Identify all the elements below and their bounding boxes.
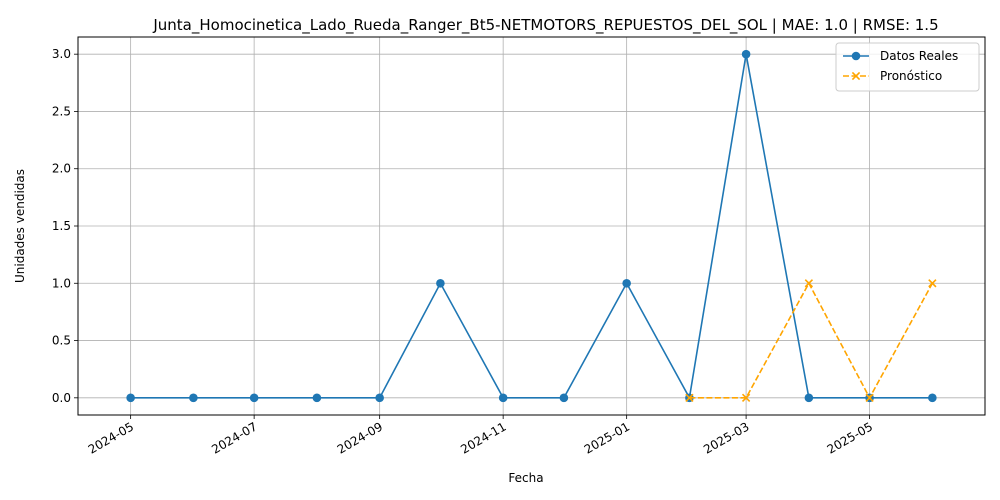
series-1-point bbox=[498, 393, 508, 403]
x-tick-label: 2025-05 bbox=[825, 419, 875, 456]
series-1-point bbox=[249, 393, 259, 403]
series-1-point bbox=[189, 393, 198, 403]
series-1-point bbox=[436, 278, 445, 288]
axes: 2024-05 2024-07 2024-09 2024-11 2025-01 2025-… bbox=[52, 47, 875, 456]
series-1-point bbox=[375, 393, 384, 403]
y-tick-label: 1.5 bbox=[52, 219, 71, 233]
y-tick-label: 1.0 bbox=[52, 276, 71, 290]
marker-stroke bbox=[741, 393, 751, 402]
y-tick-label: 0.0 bbox=[52, 391, 71, 405]
legend-marker bbox=[851, 51, 861, 61]
series-2-point bbox=[804, 279, 814, 288]
legend-marker bbox=[851, 71, 861, 81]
series-1-point bbox=[559, 393, 569, 403]
series-2 bbox=[685, 279, 937, 402]
x-tick-label: 2024-09 bbox=[335, 419, 385, 456]
legend-label: Pronóstico bbox=[880, 69, 942, 83]
legend-label: Datos Reales bbox=[880, 49, 958, 63]
legend: Datos Reales Pronóstico bbox=[835, 42, 980, 92]
legend-entry: Datos Reales bbox=[843, 49, 958, 63]
marker-stroke bbox=[851, 71, 861, 81]
y-tick-label: 2.5 bbox=[52, 104, 71, 118]
legend-box bbox=[835, 42, 980, 92]
series-1-point bbox=[928, 393, 937, 403]
x-tick-label: 2024-07 bbox=[209, 419, 259, 456]
y-tick-label: 0.5 bbox=[52, 334, 71, 348]
x-tick-label: 2024-05 bbox=[86, 419, 136, 456]
series-layer bbox=[126, 49, 937, 403]
x-tick-label: 2025-01 bbox=[582, 419, 632, 456]
series-2-point bbox=[741, 393, 751, 402]
chart-title: Junta_Homocinetica_Lado_Rueda_Ranger_Bt5… bbox=[152, 16, 938, 35]
series-1-point bbox=[126, 393, 135, 403]
series-2-point bbox=[865, 393, 874, 402]
series-1-point bbox=[622, 278, 631, 288]
x-tick-label: 2025-03 bbox=[701, 419, 751, 456]
legend-entry: Pronóstico bbox=[843, 69, 942, 83]
series-2-point bbox=[928, 279, 937, 288]
marker-stroke bbox=[928, 279, 937, 288]
marker-stroke bbox=[804, 279, 814, 288]
y-tick-label: 3.0 bbox=[52, 47, 71, 61]
marker-stroke bbox=[685, 393, 694, 402]
y-tick-label: 2.0 bbox=[52, 162, 71, 176]
grid-lines bbox=[78, 37, 985, 415]
series-1-point bbox=[741, 49, 751, 59]
series-1-point bbox=[312, 393, 322, 403]
marker-stroke bbox=[865, 393, 874, 402]
series-1-point bbox=[804, 393, 814, 403]
series-2-point bbox=[685, 393, 694, 402]
y-axis-label: Unidades vendidas bbox=[13, 169, 27, 283]
series-1-line bbox=[130, 54, 933, 401]
x-axis-label: Fecha bbox=[508, 471, 543, 485]
x-tick-label: 2024-11 bbox=[458, 419, 508, 456]
